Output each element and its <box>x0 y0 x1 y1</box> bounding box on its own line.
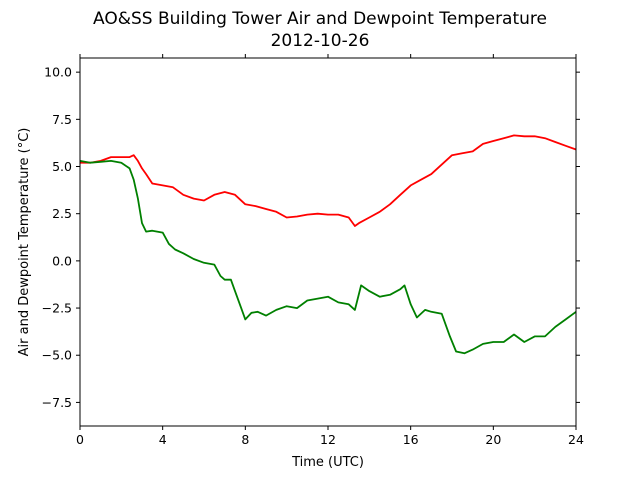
y-axis-label: Air and Dewpoint Temperature (°C) <box>17 128 32 357</box>
y-tick-label: −5.0 <box>42 348 72 363</box>
y-tick-label: 2.5 <box>52 206 72 221</box>
x-tick-label: 24 <box>568 432 584 447</box>
series-line-2 <box>79 159 577 355</box>
x-tick-label: 16 <box>403 432 419 447</box>
y-tick-label: 7.5 <box>52 112 72 127</box>
x-tick-label: 12 <box>320 432 336 447</box>
y-tick-label: 5.0 <box>52 159 72 174</box>
axes-frame <box>79 57 577 427</box>
y-tick-label: 10.0 <box>44 65 72 80</box>
chart-subtitle: 2012-10-26 <box>271 31 370 51</box>
plot-area <box>79 134 577 355</box>
chart-title: AO&SS Building Tower Air and Dewpoint Te… <box>93 9 547 29</box>
y-tick-label: −2.5 <box>42 301 72 316</box>
x-tick-label: 0 <box>76 432 84 447</box>
series-line-1 <box>80 134 577 227</box>
y-tick-label: −7.5 <box>42 395 72 410</box>
x-tick-label: 8 <box>241 432 249 447</box>
x-tick-label: 4 <box>159 432 167 447</box>
x-axis: 0 4 8 12 16 20 24 <box>76 54 584 447</box>
x-tick-label: 20 <box>485 432 501 447</box>
y-axis: −7.5 −5.0 −2.5 0.0 2.5 5.0 7.5 10.0 <box>42 65 580 410</box>
y-tick-label: 0.0 <box>52 253 72 268</box>
x-axis-label: Time (UTC) <box>291 455 364 470</box>
